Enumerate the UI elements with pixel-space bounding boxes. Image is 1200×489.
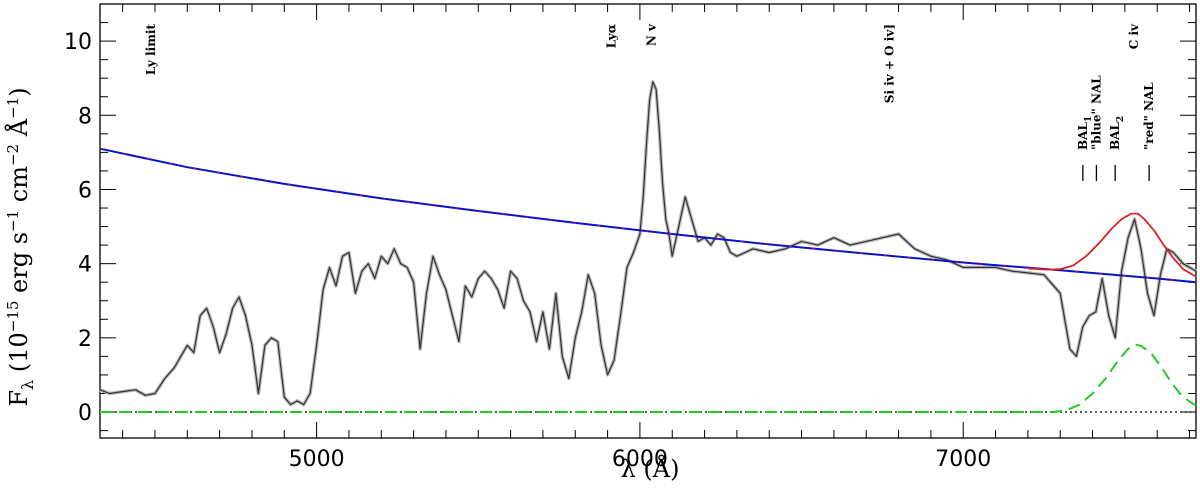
line-annotation: N v	[644, 23, 658, 46]
y-tick-label: 2	[78, 327, 92, 352]
x-tick-label: 6000	[612, 447, 668, 472]
plot-frame	[99, 3, 1197, 439]
y-axis-title-part-c: cm	[5, 166, 33, 202]
y-tick-label: 4	[78, 253, 92, 278]
y-axis-title-main: F	[5, 390, 33, 407]
continuum-overlay-line	[99, 148, 1197, 283]
y-axis-title-exp-c: −2	[4, 144, 22, 166]
y-axis-title-close: )	[5, 87, 33, 96]
y-tick-label: 10	[64, 30, 92, 55]
absorption-label: BAL2	[1108, 116, 1126, 150]
y-axis-title: Fλ (10−15 erg s−1 cm−2 Å−1)	[4, 87, 37, 406]
x-axis-title: λ (Å)	[621, 454, 680, 483]
line-annotation: C iv	[1127, 23, 1141, 49]
continuum-line	[99, 147, 1197, 284]
y-axis-title-part-a: (10	[5, 332, 33, 372]
absorption-label: "blue" NAL	[1089, 75, 1103, 150]
y-axis-title-sub: λ	[18, 380, 37, 390]
y-axis-title-exp-a: −15	[4, 301, 22, 333]
y-axis-title-part-b: erg s	[5, 232, 33, 293]
y-axis-title-part-d: Å	[4, 118, 33, 137]
line-annotation: Si iv + O iv]	[883, 24, 897, 103]
absorption-label: "red" NAL	[1142, 82, 1156, 150]
svg-text:Fλ (10−15 erg s−1 cm−2 Å−1): Fλ (10−15 erg s−1 cm−2 Å−1)	[4, 87, 37, 406]
line-annotation: Ly limit	[144, 24, 158, 76]
emission-component-line	[100, 343, 1197, 413]
y-axis-title-exp-b: −1	[4, 210, 22, 232]
y-tick-label: 0	[78, 401, 92, 426]
absorption-label: BAL1	[1076, 116, 1094, 150]
y-tick-label: 8	[78, 104, 92, 129]
plot-area: 0 2 4 6 8 10 5000 6000 7000 Ly limit Lyα N v Si iv +…	[64, 3, 1197, 472]
line-annotation: Lyα	[605, 24, 619, 48]
x-tick-label: 5000	[289, 447, 345, 472]
x-tick-label: 7000	[935, 447, 991, 472]
y-tick-label: 6	[78, 178, 92, 203]
spectrum-line	[99, 81, 1197, 406]
y-axis-title-exp-d: −1	[4, 97, 22, 119]
emission-fit-line	[1027, 212, 1197, 278]
